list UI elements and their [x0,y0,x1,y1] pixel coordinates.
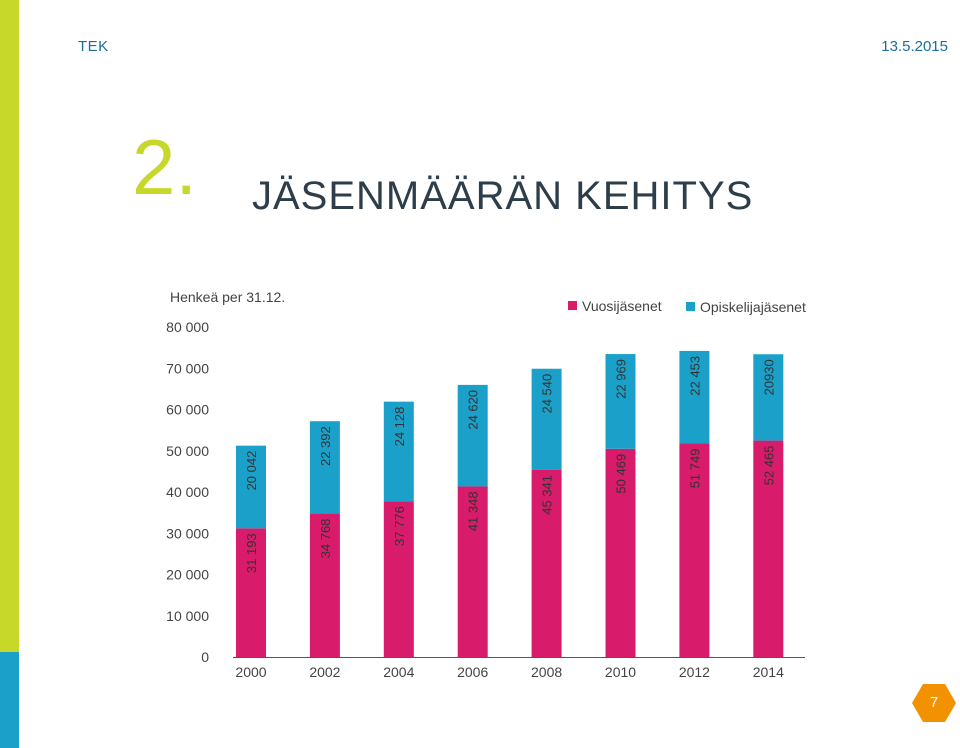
y-tick-label: 70 000 [166,360,209,376]
data-label-vuosijasenet-2000: 31 193 [244,533,259,573]
data-label-opiskelijajasenet-2012: 22 453 [687,356,702,396]
y-tick-label: 10 000 [166,608,209,624]
data-label-opiskelijajasenet-2004: 24 128 [392,407,407,447]
bar-opiskelijajasenet-2010 [605,354,636,449]
x-tick-label: 2010 [605,664,636,680]
legend-label-opiskelijajasenet: Opiskelijajäsenet [700,299,806,315]
x-tick-label: 2006 [457,664,488,680]
x-tick-label: 2004 [383,664,414,680]
header-date: 13.5.2015 [881,38,948,55]
bar-vuosijasenet-2014 [753,440,784,657]
legend-label-vuosijasenet: Vuosijäsenet [582,298,662,314]
bar-vuosijasenet-2004 [383,501,414,657]
legend-swatch-opiskelijajasenet [686,302,695,311]
x-tick-label: 2002 [309,664,340,680]
y-tick-label: 40 000 [166,484,209,500]
bar-vuosijasenet-2006 [457,486,488,657]
page-number: 7 [929,694,939,711]
x-tick-label: 2012 [679,664,710,680]
y-tick-label: 20 000 [166,567,209,583]
data-label-vuosijasenet-2006: 41 348 [466,491,481,531]
bar-vuosijasenet-2008 [531,469,562,657]
data-label-opiskelijajasenet-2002: 22 392 [318,426,333,466]
x-tick-label: 2014 [753,664,784,680]
data-label-opiskelijajasenet-2000: 20 042 [244,451,259,491]
data-label-vuosijasenet-2014: 52 465 [761,446,776,486]
y-tick-label: 60 000 [166,402,209,418]
side-accent-bar-lime [0,0,19,652]
bar-opiskelijajasenet-2000 [236,445,266,529]
bar-opiskelijajasenet-2004 [383,401,414,502]
data-label-vuosijasenet-2010: 50 469 [614,454,629,494]
bar-vuosijasenet-2010 [605,448,636,657]
x-tick-label: 2000 [235,664,266,680]
x-tick-label: 2008 [531,664,562,680]
data-label-vuosijasenet-2002: 34 768 [318,519,333,559]
y-tick-label: 50 000 [166,443,209,459]
page-title: JÄSENMÄÄRÄN KEHITYS [252,174,754,218]
side-accent-bar-blue [0,652,19,748]
legend-swatch-vuosijasenet [568,301,577,310]
bar-opiskelijajasenet-2006 [457,384,488,487]
bar-opiskelijajasenet-2014 [753,354,784,441]
data-label-opiskelijajasenet-2008: 24 540 [540,374,555,414]
data-label-vuosijasenet-2004: 37 776 [392,506,407,546]
bar-opiskelijajasenet-2002 [309,421,340,514]
y-tick-label: 80 000 [166,319,209,335]
y-tick-label: 0 [201,649,209,665]
y-tick-label: 30 000 [166,525,209,541]
header-org: TEK [78,38,109,55]
chart-unit-label: Henkeä per 31.12. [170,289,285,305]
bar-opiskelijajasenet-2008 [531,368,562,470]
data-label-vuosijasenet-2008: 45 341 [540,475,555,515]
bar-vuosijasenet-2000 [236,528,266,657]
data-label-opiskelijajasenet-2006: 24 620 [466,390,481,430]
data-label-vuosijasenet-2012: 51 749 [687,449,702,489]
bar-vuosijasenet-2012 [679,443,710,657]
data-label-opiskelijajasenet-2010: 22 969 [614,359,629,399]
bar-opiskelijajasenet-2012 [679,350,710,444]
section-number: 2. [132,123,198,211]
page-number-badge [912,684,956,722]
bar-vuosijasenet-2002 [309,513,340,657]
data-label-opiskelijajasenet-2014: 20930 [761,359,776,395]
